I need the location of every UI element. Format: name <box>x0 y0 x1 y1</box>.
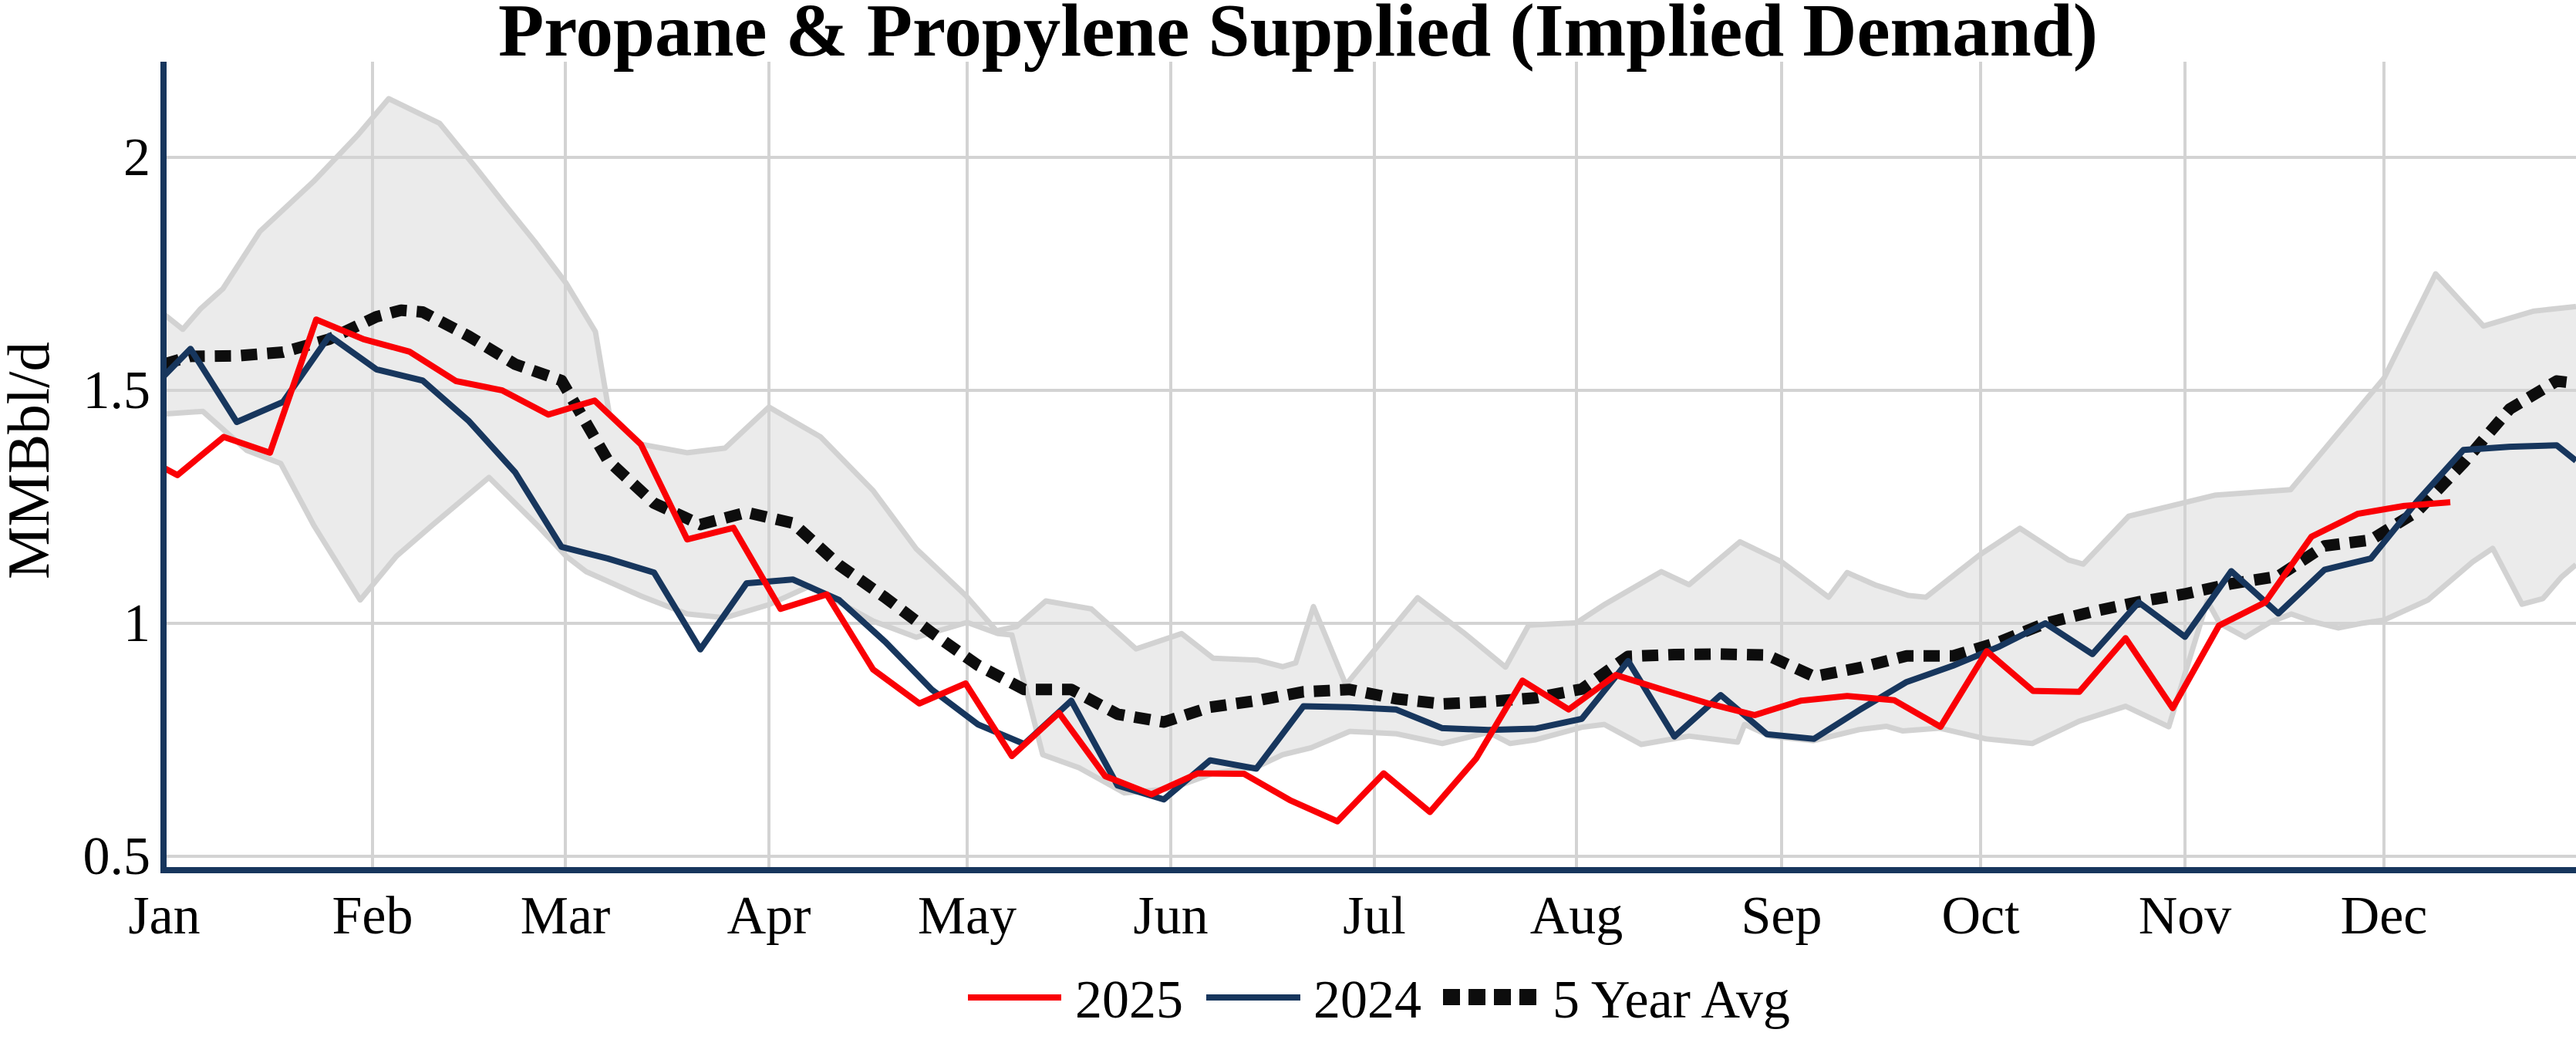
svg-text:Aug: Aug <box>1530 886 1623 946</box>
svg-text:2024: 2024 <box>1313 970 1421 1030</box>
svg-text:MMBbl/d: MMBbl/d <box>0 342 62 579</box>
svg-text:Dec: Dec <box>2341 886 2428 946</box>
svg-text:Jul: Jul <box>1343 886 1406 946</box>
svg-text:Propane & Propylene Supplied (: Propane & Propylene Supplied (Implied De… <box>498 0 2098 72</box>
svg-text:Sep: Sep <box>1741 886 1822 946</box>
svg-text:Jan: Jan <box>128 886 200 946</box>
svg-text:Feb: Feb <box>332 886 413 946</box>
svg-text:0.5: 0.5 <box>83 827 151 886</box>
svg-text:Mar: Mar <box>521 886 611 946</box>
svg-text:Oct: Oct <box>1941 886 2020 946</box>
svg-text:Jun: Jun <box>1133 886 1208 946</box>
svg-text:1: 1 <box>123 594 150 653</box>
svg-text:May: May <box>918 886 1017 946</box>
svg-text:1.5: 1.5 <box>83 361 151 420</box>
svg-text:Apr: Apr <box>727 886 811 946</box>
svg-text:5 Year Avg: 5 Year Avg <box>1553 970 1790 1030</box>
svg-text:Nov: Nov <box>2139 886 2232 946</box>
svg-text:2: 2 <box>123 128 150 187</box>
svg-text:2025: 2025 <box>1075 970 1183 1030</box>
